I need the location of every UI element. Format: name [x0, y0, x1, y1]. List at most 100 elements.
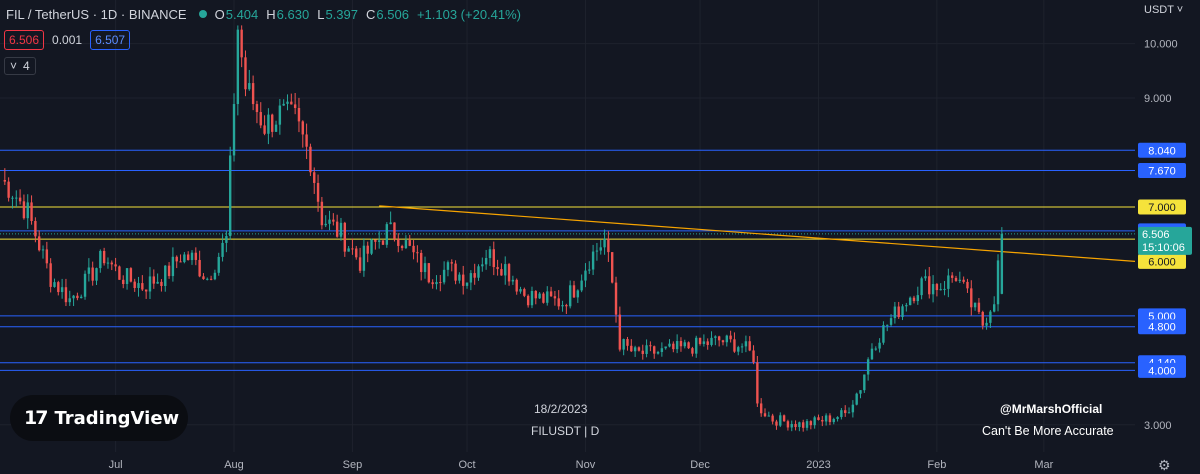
candle-body	[553, 296, 557, 299]
candle-body	[41, 249, 45, 251]
candle-body	[515, 279, 518, 292]
candle-body	[167, 265, 171, 277]
level-price-label: 7.670	[1148, 165, 1176, 177]
candle-body	[393, 222, 396, 240]
candle-body	[129, 268, 133, 282]
symbol-title[interactable]: FIL / TetherUS · 1D · BINANCE	[6, 6, 187, 22]
candle-body	[576, 290, 580, 298]
candle-body	[710, 337, 713, 345]
candle-body	[34, 220, 37, 237]
buy-button[interactable]: 6.507	[90, 30, 131, 50]
candle-body	[423, 263, 427, 273]
level-price-badge	[1138, 362, 1186, 378]
candle-body	[954, 277, 958, 281]
candle-body	[274, 124, 278, 132]
candle-body	[775, 421, 778, 426]
indicator-count: 4	[23, 59, 30, 73]
candle-body	[534, 291, 537, 299]
gear-icon[interactable]: ⚙	[1158, 457, 1171, 473]
candle-body	[706, 341, 709, 345]
candle-body	[630, 345, 633, 352]
time-tick-label: 2023	[806, 459, 830, 471]
candle-body	[374, 239, 377, 242]
candle-body	[882, 325, 885, 343]
candle-body	[740, 346, 744, 348]
open-label: O	[214, 6, 225, 22]
candle-body	[958, 279, 962, 281]
countdown-label: 15:10:06	[1142, 242, 1185, 254]
candle-body	[481, 264, 484, 267]
candle-body	[973, 302, 977, 308]
price-axis[interactable]: 10.0009.0003.0008.0407.6707.0006.5606.41…	[1138, 39, 1192, 432]
candle-body	[362, 245, 366, 271]
symbol-header[interactable]: FIL / TetherUS · 1D · BINANCE O 5.404 H 6.…	[6, 5, 529, 23]
candle-body	[389, 222, 392, 225]
candle-body	[603, 238, 606, 248]
candle-body	[102, 250, 106, 264]
candle-body	[943, 288, 946, 290]
candle-body	[141, 283, 144, 290]
chevron-down-icon: ˅	[10, 59, 18, 73]
candle-body	[928, 276, 931, 295]
candle-body	[202, 276, 205, 280]
candle-body	[110, 262, 113, 265]
candle-body	[186, 254, 190, 261]
candle-body	[962, 279, 965, 282]
candle-body	[782, 415, 786, 422]
candle-body	[866, 359, 870, 375]
open-value: 5.404	[225, 6, 259, 22]
candle-body	[660, 348, 664, 352]
tradingview-logo[interactable]: 17 TradingView	[10, 395, 188, 441]
candlesticks	[3, 25, 1004, 432]
candle-body	[549, 291, 553, 297]
last-price-badge	[1138, 226, 1192, 255]
candle-body	[473, 273, 476, 278]
candle-body	[152, 276, 155, 284]
candle-body	[64, 287, 68, 303]
candle-body	[427, 263, 431, 283]
candle-body	[83, 273, 87, 297]
candle-body	[225, 236, 228, 243]
sell-button[interactable]: 6.506	[4, 30, 45, 50]
candle-body	[507, 264, 511, 282]
currency-selector[interactable]: USDT ˅	[1144, 4, 1184, 16]
candle-body	[966, 281, 969, 289]
candle-body	[251, 83, 255, 105]
candle-body	[190, 252, 194, 261]
candle-body	[947, 275, 950, 289]
author-handle: @MrMarshOfficial	[1000, 402, 1103, 416]
time-tick-label: Feb	[927, 459, 946, 471]
trendline	[379, 205, 1136, 262]
candle-body	[133, 281, 136, 288]
candle-body	[366, 245, 369, 254]
candle-body	[729, 335, 732, 340]
time-axis[interactable]: Jul Aug Sep Oct Nov Dec 2023 Feb Mar	[109, 459, 1054, 471]
candle-body	[847, 412, 851, 414]
candle-body	[526, 295, 530, 306]
candle-body	[454, 263, 457, 281]
candle-body	[99, 250, 102, 269]
candle-body	[844, 410, 847, 414]
indicators-toggle[interactable]: ˅ 4	[4, 57, 36, 75]
candle-body	[870, 348, 874, 360]
candle-body	[76, 295, 79, 299]
candle-body	[477, 266, 480, 278]
close-value: 6.506	[376, 6, 409, 22]
level-price-label: 8.040	[1148, 145, 1176, 157]
candle-body	[462, 274, 465, 286]
candle-body	[125, 268, 129, 285]
candle-body	[484, 258, 488, 265]
candle-body	[91, 267, 94, 281]
candle-body	[7, 181, 10, 198]
level-price-label: 4.800	[1148, 322, 1176, 334]
candle-body	[683, 342, 686, 347]
candle-body	[293, 104, 297, 108]
candle-body	[358, 257, 362, 271]
candle-body	[691, 348, 694, 354]
candle-body	[217, 256, 220, 273]
candle-body	[672, 343, 675, 350]
candle-body	[370, 239, 373, 254]
candle-body	[458, 274, 461, 281]
candle-body	[26, 202, 29, 219]
